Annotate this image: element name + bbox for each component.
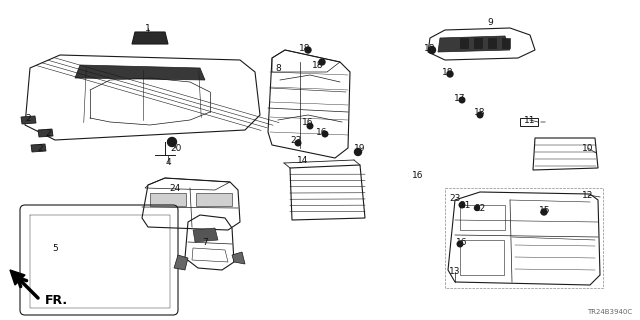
Bar (520, 118, 538, 126)
Text: 2: 2 (37, 143, 43, 153)
Polygon shape (10, 270, 25, 285)
Bar (150, 193, 186, 206)
Text: 18: 18 (312, 60, 324, 69)
Polygon shape (31, 144, 46, 152)
Circle shape (307, 123, 313, 129)
Circle shape (447, 71, 453, 77)
Polygon shape (438, 36, 510, 52)
Text: 7: 7 (202, 237, 208, 246)
Polygon shape (75, 65, 205, 80)
Circle shape (429, 46, 435, 53)
Polygon shape (38, 129, 53, 137)
Bar (502, 38, 510, 48)
Bar (460, 205, 505, 230)
Text: 13: 13 (449, 268, 461, 276)
Text: 18: 18 (474, 108, 486, 116)
Circle shape (305, 47, 311, 53)
Circle shape (477, 112, 483, 118)
Bar (460, 240, 504, 275)
Circle shape (474, 205, 479, 211)
Circle shape (460, 202, 465, 208)
Polygon shape (174, 255, 188, 270)
Circle shape (168, 138, 177, 147)
Text: 23: 23 (291, 135, 301, 145)
Text: 16: 16 (302, 117, 314, 126)
Text: 12: 12 (582, 190, 594, 199)
Text: 17: 17 (454, 93, 466, 102)
Circle shape (355, 148, 362, 156)
Circle shape (460, 97, 465, 103)
Text: 24: 24 (170, 183, 180, 193)
Text: 5: 5 (52, 244, 58, 252)
Text: 10: 10 (582, 143, 594, 153)
Text: 22: 22 (474, 204, 486, 212)
Bar (488, 38, 496, 48)
Circle shape (457, 241, 463, 247)
Text: 18: 18 (424, 44, 436, 52)
Text: 21: 21 (460, 201, 470, 210)
Text: TR24B3940C: TR24B3940C (587, 309, 632, 315)
Circle shape (322, 131, 328, 137)
Text: 19: 19 (355, 143, 365, 153)
Text: 20: 20 (170, 143, 182, 153)
Circle shape (295, 140, 301, 146)
Polygon shape (132, 32, 168, 44)
Circle shape (541, 209, 547, 215)
Text: 15: 15 (540, 205, 551, 214)
Text: FR.: FR. (45, 293, 68, 307)
Text: 18: 18 (442, 68, 454, 76)
Bar (460, 38, 468, 48)
Bar (474, 38, 482, 48)
Text: 14: 14 (298, 156, 308, 164)
Text: 16: 16 (412, 171, 424, 180)
Text: 23: 23 (449, 194, 461, 203)
Circle shape (319, 59, 325, 65)
Text: 8: 8 (275, 63, 281, 73)
Polygon shape (232, 252, 245, 264)
Text: 18: 18 (300, 44, 311, 52)
Polygon shape (193, 228, 218, 242)
Text: 2: 2 (45, 129, 51, 138)
Text: 16: 16 (456, 237, 468, 246)
Text: 1: 1 (145, 23, 151, 33)
Text: 9: 9 (487, 18, 493, 27)
Polygon shape (21, 116, 36, 124)
Text: 2: 2 (25, 114, 31, 123)
Text: 11: 11 (524, 116, 536, 124)
Text: 16: 16 (316, 127, 328, 137)
Bar (196, 193, 232, 206)
Text: 4: 4 (165, 157, 171, 166)
Bar (445, 188, 603, 288)
